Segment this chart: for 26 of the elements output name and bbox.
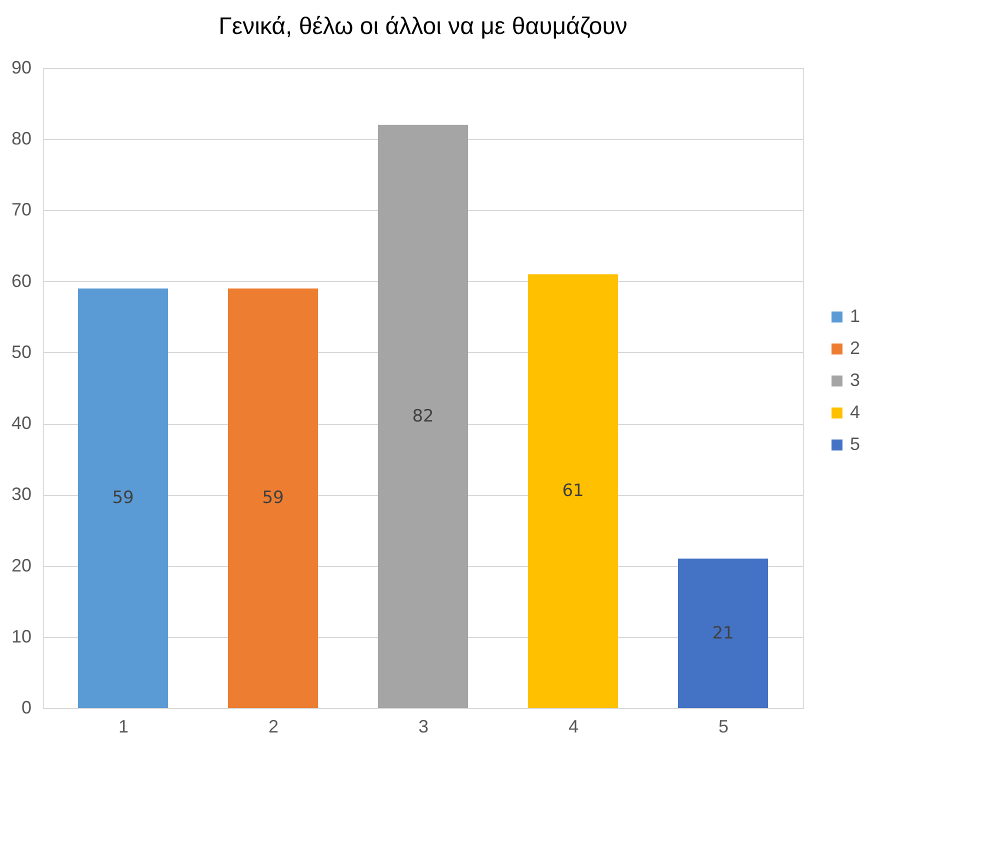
legend-label: 2 — [850, 338, 860, 358]
y-tick-label: 20 — [11, 555, 32, 576]
y-tick-label: 50 — [11, 342, 32, 362]
data-label: 59 — [112, 488, 134, 508]
x-tick-label: 5 — [718, 716, 729, 736]
legend-label: 5 — [850, 434, 860, 454]
data-label: 59 — [262, 488, 284, 508]
legend-label: 1 — [850, 306, 860, 326]
x-tick-label: 3 — [418, 716, 429, 736]
y-tick-label: 60 — [11, 270, 32, 291]
y-tick-label: 30 — [11, 484, 32, 504]
x-tick-label: 2 — [268, 716, 279, 736]
y-tick-label: 0 — [21, 698, 32, 718]
x-tick-label: 1 — [118, 716, 129, 736]
chart-title: Γενικά, θέλω οι άλλοι να με θαυμάζουν — [218, 13, 628, 40]
y-tick-label: 70 — [11, 200, 32, 220]
y-tick-label: 10 — [11, 626, 32, 646]
y-tick-label: 90 — [11, 58, 32, 78]
x-tick-label: 4 — [568, 716, 579, 736]
legend-label: 3 — [850, 370, 860, 390]
data-label: 21 — [712, 623, 734, 644]
data-label: 82 — [412, 406, 434, 426]
y-tick-label: 40 — [11, 413, 32, 434]
y-tick-label: 80 — [11, 128, 32, 149]
data-label: 61 — [562, 481, 584, 502]
legend-label: 4 — [850, 402, 860, 422]
